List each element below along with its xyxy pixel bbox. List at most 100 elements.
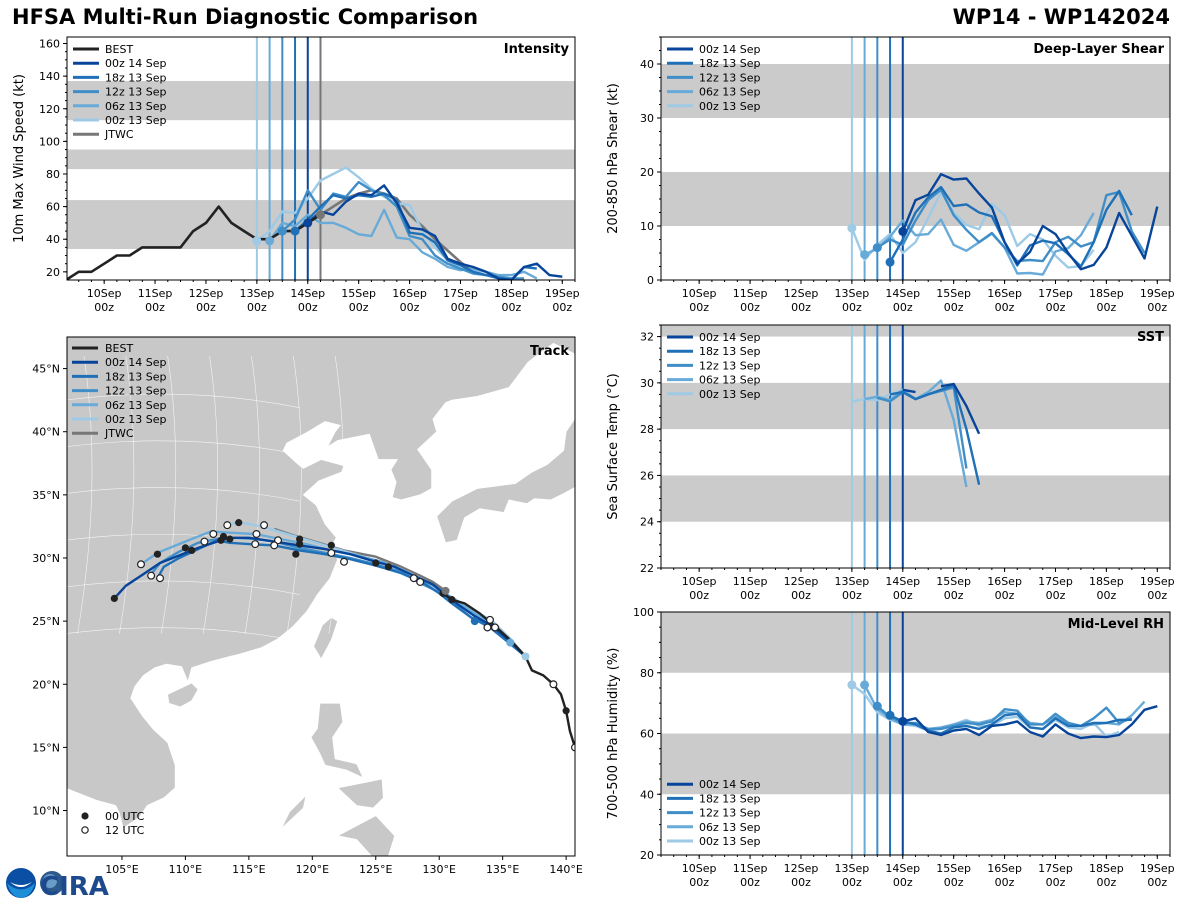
map-area [67, 337, 575, 856]
x-tick-label-hour: 00z [842, 876, 862, 889]
y-axis-label: 10m Max Wind Speed (kt) [12, 74, 27, 243]
track-point-12utc [251, 540, 260, 549]
legend-label: 00z 13 Sep [699, 100, 761, 113]
legend-00utc-marker [81, 812, 89, 820]
legend-label: 12z 13 Sep [105, 86, 167, 99]
track-point-00utc [181, 544, 190, 552]
legend-label: 18z 13 Sep [105, 71, 167, 84]
x-tick-label-hour: 00z [740, 301, 760, 314]
lon-tick-label: 135°E [486, 863, 519, 876]
lon-tick-label: 105°E [105, 863, 138, 876]
track-point-00utc [292, 550, 300, 558]
threshold-band [661, 475, 1170, 522]
x-tick-label-hour: 00z [740, 876, 760, 889]
lat-tick-label: 25°N [32, 615, 60, 628]
y-tick-label: 22 [640, 562, 654, 575]
threshold-band [661, 733, 1170, 795]
lat-tick-label: 20°N [32, 678, 60, 691]
series-line-00z-13-sep [851, 683, 1120, 738]
axes-frame [66, 36, 576, 281]
x-tick-label-date: 16Sep [392, 287, 427, 300]
x-tick-label-hour: 00z [501, 301, 521, 314]
plot-area [661, 325, 1170, 568]
legend-label: 12z 13 Sep [699, 359, 761, 372]
track-point-12utc [200, 537, 209, 546]
lat-tick-label: 35°N [32, 489, 60, 502]
x-tick-label-date: 16Sep [987, 862, 1022, 875]
lon-tick-label: 140°E [549, 863, 582, 876]
series-line-12z-13-sep [876, 705, 1133, 731]
x-tick-label-hour: 00z [842, 301, 862, 314]
panel-title: SST [1137, 330, 1164, 345]
x-tick-label-hour: 00z [893, 301, 913, 314]
y-tick-label: 120 [39, 103, 60, 116]
province-border [328, 355, 344, 634]
track-point-12utc [136, 560, 145, 569]
mindanao [336, 815, 396, 856]
track-init-point [521, 652, 530, 661]
plot-area [661, 37, 1170, 280]
lat-tick-label: 30°N [32, 552, 60, 565]
sst-panel: 22242628303210Sep00z11Sep00z12Sep00z13Se… [606, 324, 1175, 602]
province-border [67, 487, 300, 502]
x-tick-label-hour: 00z [791, 301, 811, 314]
legend-label: 06z 13 Sep [699, 86, 761, 99]
x-tick-label-hour: 00z [196, 301, 216, 314]
lon-tick-label: 110°E [169, 863, 202, 876]
init-marker [885, 710, 895, 720]
x-tick-label-date: 18Sep [1089, 862, 1124, 875]
track-point-12utc [270, 541, 279, 550]
x-tick-label-hour: 00z [944, 589, 964, 602]
province-border [67, 440, 300, 455]
province-border [67, 533, 300, 549]
x-tick-label-date: 15Sep [936, 287, 971, 300]
legend-label: 12 UTC [105, 824, 145, 837]
x-tick-label-hour: 00z [1147, 589, 1167, 602]
track-point-12utc [340, 557, 349, 566]
x-tick-label-hour: 00z [94, 301, 114, 314]
x-tick-label-date: 17Sep [443, 287, 478, 300]
x-tick-label-date: 12Sep [189, 287, 224, 300]
legend-label: 00z 14 Sep [105, 356, 167, 369]
legend-label: 12z 13 Sep [699, 71, 761, 84]
x-tick-label-date: 13Sep [835, 575, 870, 588]
x-tick-label-date: 13Sep [835, 287, 870, 300]
shear-panel: 01020304010Sep00z11Sep00z12Sep00z13Sep00… [606, 36, 1175, 314]
lat-tick-label: 40°N [32, 426, 60, 439]
x-tick-label-hour: 00z [349, 301, 369, 314]
x-tick-label-hour: 00z [1096, 876, 1116, 889]
track-point-12utc [483, 623, 492, 632]
series-line-00z-14-sep [902, 382, 981, 435]
x-tick-label-hour: 00z [145, 301, 165, 314]
x-tick-label-hour: 00z [740, 589, 760, 602]
province-border [77, 355, 93, 634]
track-point-00utc [226, 535, 234, 543]
y-tick-label: 20 [46, 266, 60, 279]
track-point-00utc [562, 707, 570, 715]
plot-area [67, 37, 575, 280]
legend-label: 12z 13 Sep [699, 807, 761, 820]
y-tick-label: 80 [46, 168, 60, 181]
x-tick-label-date: 10Sep [682, 575, 717, 588]
threshold-band [661, 325, 1170, 337]
x-tick-label-hour: 00z [552, 301, 572, 314]
init-marker [315, 210, 325, 220]
legend-label: 00z 13 Sep [105, 413, 167, 426]
province-border [160, 355, 177, 634]
x-tick-label-date: 15Sep [936, 575, 971, 588]
province-border [67, 627, 300, 642]
x-tick-label-hour: 00z [689, 301, 709, 314]
legend-label: 00z 14 Sep [699, 43, 761, 56]
legend-label: 00 UTC [105, 810, 145, 823]
x-tick-label-hour: 00z [247, 301, 267, 314]
series-line-18z-13-sep [889, 712, 1132, 735]
mainland [67, 337, 575, 829]
y-tick-label: 160 [39, 38, 60, 51]
y-tick-label: 140 [39, 70, 60, 83]
x-tick-label-date: 13Sep [835, 862, 870, 875]
series-line-18z-13-sep [889, 384, 981, 485]
x-tick-label-date: 17Sep [1038, 575, 1073, 588]
track-point-12utc [209, 529, 218, 538]
x-tick-label-date: 11Sep [733, 862, 768, 875]
x-tick-label-date: 17Sep [1038, 287, 1073, 300]
